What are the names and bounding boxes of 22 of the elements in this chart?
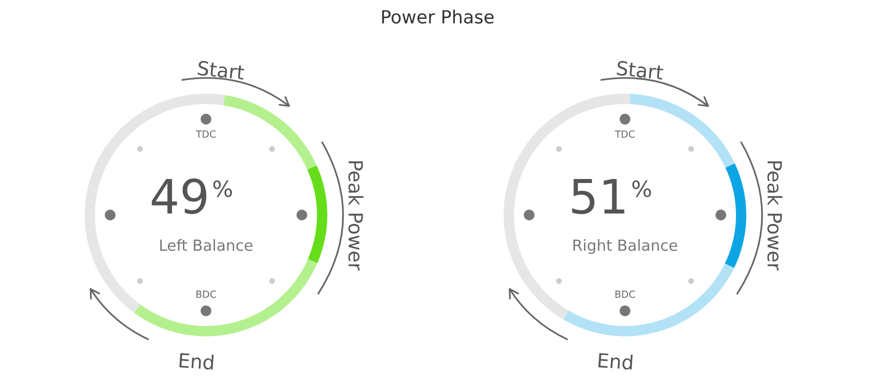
text: Peak Power <box>767 161 782 271</box>
text: 51 <box>572 179 624 214</box>
text: End <box>598 352 633 370</box>
text: BDC <box>615 290 635 298</box>
text: 49 <box>152 178 206 214</box>
donut-slice <box>134 259 318 336</box>
text: Left Balance <box>160 239 252 251</box>
text: BDC <box>196 290 216 298</box>
text: Start <box>616 60 664 80</box>
donut-slice <box>563 264 734 336</box>
text: Peak Power <box>348 161 364 271</box>
text: % <box>213 180 232 198</box>
donut-slice <box>223 95 317 170</box>
text: TDC <box>614 130 635 138</box>
text: Right Balance <box>573 239 678 254</box>
text: Start <box>198 60 245 80</box>
text: Power Phase <box>382 10 494 24</box>
text: End <box>179 352 214 370</box>
donut-slice <box>307 165 328 264</box>
text: TDC <box>196 130 216 138</box>
text: % <box>632 180 651 198</box>
donut-slice <box>724 163 746 268</box>
